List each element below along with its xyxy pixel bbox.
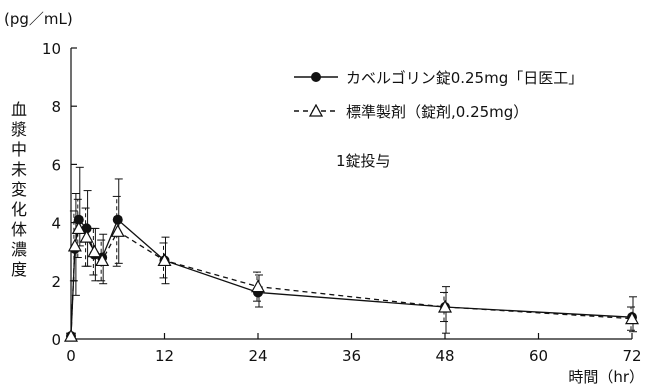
legend-item-reference: 標準製剤（錠剤,0.25mg） bbox=[292, 94, 583, 128]
series-markers bbox=[65, 215, 638, 341]
x-tick-label: 12 bbox=[155, 347, 174, 365]
marker-reference-point bbox=[88, 246, 100, 257]
y-axis-label-char: 体 bbox=[9, 220, 29, 240]
series-line-reference bbox=[71, 228, 632, 336]
y-axis-label-char: 未 bbox=[9, 160, 29, 180]
y-tick-label: 4 bbox=[51, 215, 61, 233]
y-tick-label: 6 bbox=[51, 156, 61, 174]
y-unit-label: (pg／mL) bbox=[4, 8, 73, 29]
y-axis-label-char: 変 bbox=[9, 180, 29, 200]
x-tick-label: 72 bbox=[622, 347, 641, 365]
y-tick-label: 2 bbox=[51, 273, 61, 291]
series-line-test bbox=[71, 220, 632, 336]
x-tick-label: 36 bbox=[342, 347, 361, 365]
y-axis-label-char: 濃 bbox=[9, 240, 29, 260]
legend: カベルゴリン錠0.25mg「日医工」 標準製剤（錠剤,0.25mg） bbox=[292, 60, 583, 128]
x-tick-label: 60 bbox=[529, 347, 548, 365]
y-tick-label: 8 bbox=[51, 98, 61, 116]
marker-test-point bbox=[113, 215, 123, 225]
legend-label-test: カベルゴリン錠0.25mg「日医工」 bbox=[346, 67, 583, 88]
y-axis-label-char: 中 bbox=[9, 140, 29, 160]
legend-swatch-solid-circle bbox=[292, 70, 340, 84]
y-axis-label-char: 漿 bbox=[9, 120, 29, 140]
marker-reference-point bbox=[252, 281, 264, 292]
series-lines bbox=[71, 220, 632, 336]
legend-swatch-dashed-triangle bbox=[292, 104, 340, 118]
dose-annotation: 1錠投与 bbox=[336, 150, 391, 171]
x-axis-label: 時間（hr） bbox=[568, 366, 644, 387]
y-axis-label: 血漿中未変化体濃度 bbox=[9, 100, 29, 280]
y-axis-label-char: 度 bbox=[9, 260, 29, 280]
x-tick-label: 0 bbox=[66, 347, 76, 365]
y-tick-label: 0 bbox=[51, 331, 61, 349]
y-tick-label: 10 bbox=[42, 40, 61, 58]
y-axis-label-char: 血 bbox=[9, 100, 29, 120]
legend-item-test: カベルゴリン錠0.25mg「日医工」 bbox=[292, 60, 583, 94]
y-axis-label-char: 化 bbox=[9, 200, 29, 220]
legend-label-reference: 標準製剤（錠剤,0.25mg） bbox=[346, 101, 528, 122]
x-tick-label: 48 bbox=[435, 347, 454, 365]
x-tick-label: 24 bbox=[248, 347, 267, 365]
